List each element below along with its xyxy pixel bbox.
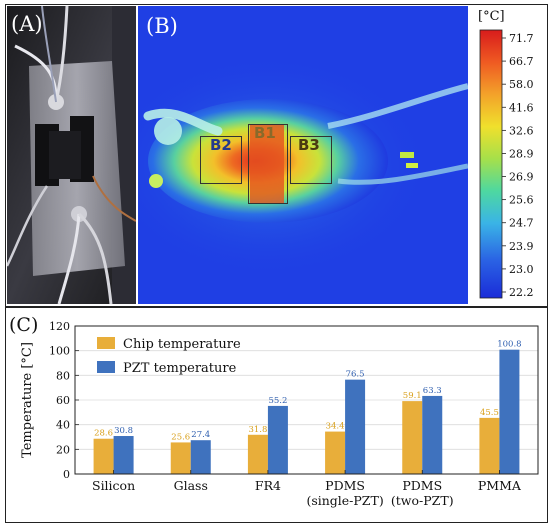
y-tick-label: 80 <box>56 369 70 382</box>
bar-value-label: 25.6 <box>171 432 190 442</box>
bar-value-label: 63.3 <box>423 386 442 396</box>
x-tick-label: Glass <box>174 478 208 493</box>
bar-chip-5 <box>479 417 500 474</box>
bar-chip-3 <box>325 431 346 474</box>
x-tick-label: PMMA <box>478 478 522 493</box>
x-tick-label: FR4 <box>255 478 281 493</box>
bar-chip-2 <box>247 434 268 474</box>
bar-pzt-0 <box>113 436 134 474</box>
x-tick-label: (single-PZT) <box>306 493 383 508</box>
plot-area-frame <box>74 325 539 475</box>
chart-grid <box>75 350 538 450</box>
region-b3-label: B3 <box>298 136 320 154</box>
panel-label-c: (C) <box>9 314 38 336</box>
figure-divider <box>5 306 548 308</box>
bar-pzt-3 <box>345 379 366 474</box>
legend-swatch-chip <box>97 337 115 349</box>
x-axis-ticks: Silicon Glass FR4 PDMS(single-PZT)PDMS(two-… <box>92 470 522 508</box>
legend-label-chip: Chip temperature <box>123 337 241 352</box>
panel-label-a: (A) <box>11 12 43 36</box>
chart-value-labels: 28.6 30.8 25.6 27.4 31.8 55.2 34.4 76.5 59.163.3… <box>94 340 521 443</box>
colorbar-svg: 71.7 66.7 58.0 41.6 32.6 28.9 26.9 25.6 24.7 23.9… <box>479 29 534 299</box>
colorbar-tick-label: 41.6 <box>509 101 534 114</box>
y-tick-label: 60 <box>56 394 70 407</box>
legend-label-pzt: PZT temperature <box>123 361 237 376</box>
bar-pzt-1 <box>190 440 211 474</box>
colorbar-ticks: 71.7 66.7 58.0 41.6 32.6 28.9 26.9 25.6 24.7 23.9… <box>502 32 534 299</box>
y-axis-label: Temperature [°C] <box>20 342 35 458</box>
region-b1-box <box>248 124 288 204</box>
y-tick-label: 40 <box>56 419 70 432</box>
photo-panel-a: (A) <box>7 6 136 304</box>
y-tick-label: 120 <box>49 320 70 333</box>
bar-value-label: 55.2 <box>268 396 287 406</box>
bar-value-label: 28.6 <box>94 429 113 439</box>
bar-value-label: 30.8 <box>114 426 133 436</box>
y-tick-label: 100 <box>49 345 70 358</box>
bar-chip-1 <box>170 442 191 474</box>
legend-swatch-pzt <box>97 361 115 373</box>
x-tick-label: PDMS <box>402 478 442 493</box>
bar-chip-0 <box>93 438 114 474</box>
x-tick-label: (two-PZT) <box>391 493 454 508</box>
region-b3-box <box>290 136 332 184</box>
colorbar-tick-label: 58.0 <box>509 78 534 91</box>
figure-frame <box>5 4 548 523</box>
thermal-image-panel-b: B2 B1 B3 (B) <box>138 6 468 304</box>
panel-label-b: (B) <box>146 14 178 38</box>
y-tick-label: 0 <box>63 468 70 481</box>
colorbar: 71.7 66.7 58.0 41.6 32.6 28.9 26.9 25.6 24.7 23.9… <box>468 6 546 304</box>
chart-legend: Chip temperature PZT temperature <box>97 337 241 376</box>
bar-pzt-2 <box>267 405 288 474</box>
bar-value-label: 59.1 <box>403 391 422 401</box>
colorbar-tick-label: 32.6 <box>509 124 534 137</box>
colorbar-unit: [°C] <box>478 9 505 24</box>
colorbar-tick-label: 23.0 <box>509 263 534 276</box>
chart-bars <box>93 349 520 474</box>
colorbar-tick-label: 23.9 <box>509 240 534 253</box>
colorbar-tick-label: 24.7 <box>509 217 534 230</box>
bar-chart: 28.6 30.8 25.6 27.4 31.8 55.2 34.4 76.5 59.163.3… <box>9 314 539 508</box>
bar-value-label: 27.4 <box>191 430 210 440</box>
region-b2-label: B2 <box>210 136 232 154</box>
chart-panel-c: 28.6 30.8 25.6 27.4 31.8 55.2 34.4 76.5 59.1 63.3… <box>7 309 546 521</box>
bar-value-label: 100.8 <box>497 340 521 350</box>
bar-value-label: 34.4 <box>326 422 345 432</box>
x-tick-label: PDMS <box>325 478 365 493</box>
region-b1-label: B1 <box>254 124 276 142</box>
bar-value-label: 76.5 <box>346 370 365 380</box>
bar-value-label: 45.5 <box>480 408 499 418</box>
colorbar-tick-label: 22.2 <box>509 286 534 299</box>
y-axis-ticks: 0 20 40 60 80 100 120 <box>49 320 79 481</box>
bar-pzt-5 <box>499 349 520 474</box>
colorbar-tick-label: 28.9 <box>509 147 534 160</box>
colorbar-tick-label: 26.9 <box>509 171 534 184</box>
bar-pzt-4 <box>422 395 443 474</box>
bar-value-label: 31.8 <box>248 425 267 435</box>
colorbar-tick-label: 25.6 <box>509 194 534 207</box>
device-photo <box>7 6 136 304</box>
colorbar-tick-label: 71.7 <box>509 32 534 45</box>
thermal-map <box>138 6 468 304</box>
colorbar-tick-label: 66.7 <box>509 55 534 68</box>
bar-chip-4 <box>402 401 423 474</box>
region-b2-box <box>200 136 242 184</box>
x-tick-label: Silicon <box>92 478 135 493</box>
y-tick-label: 20 <box>56 443 70 456</box>
